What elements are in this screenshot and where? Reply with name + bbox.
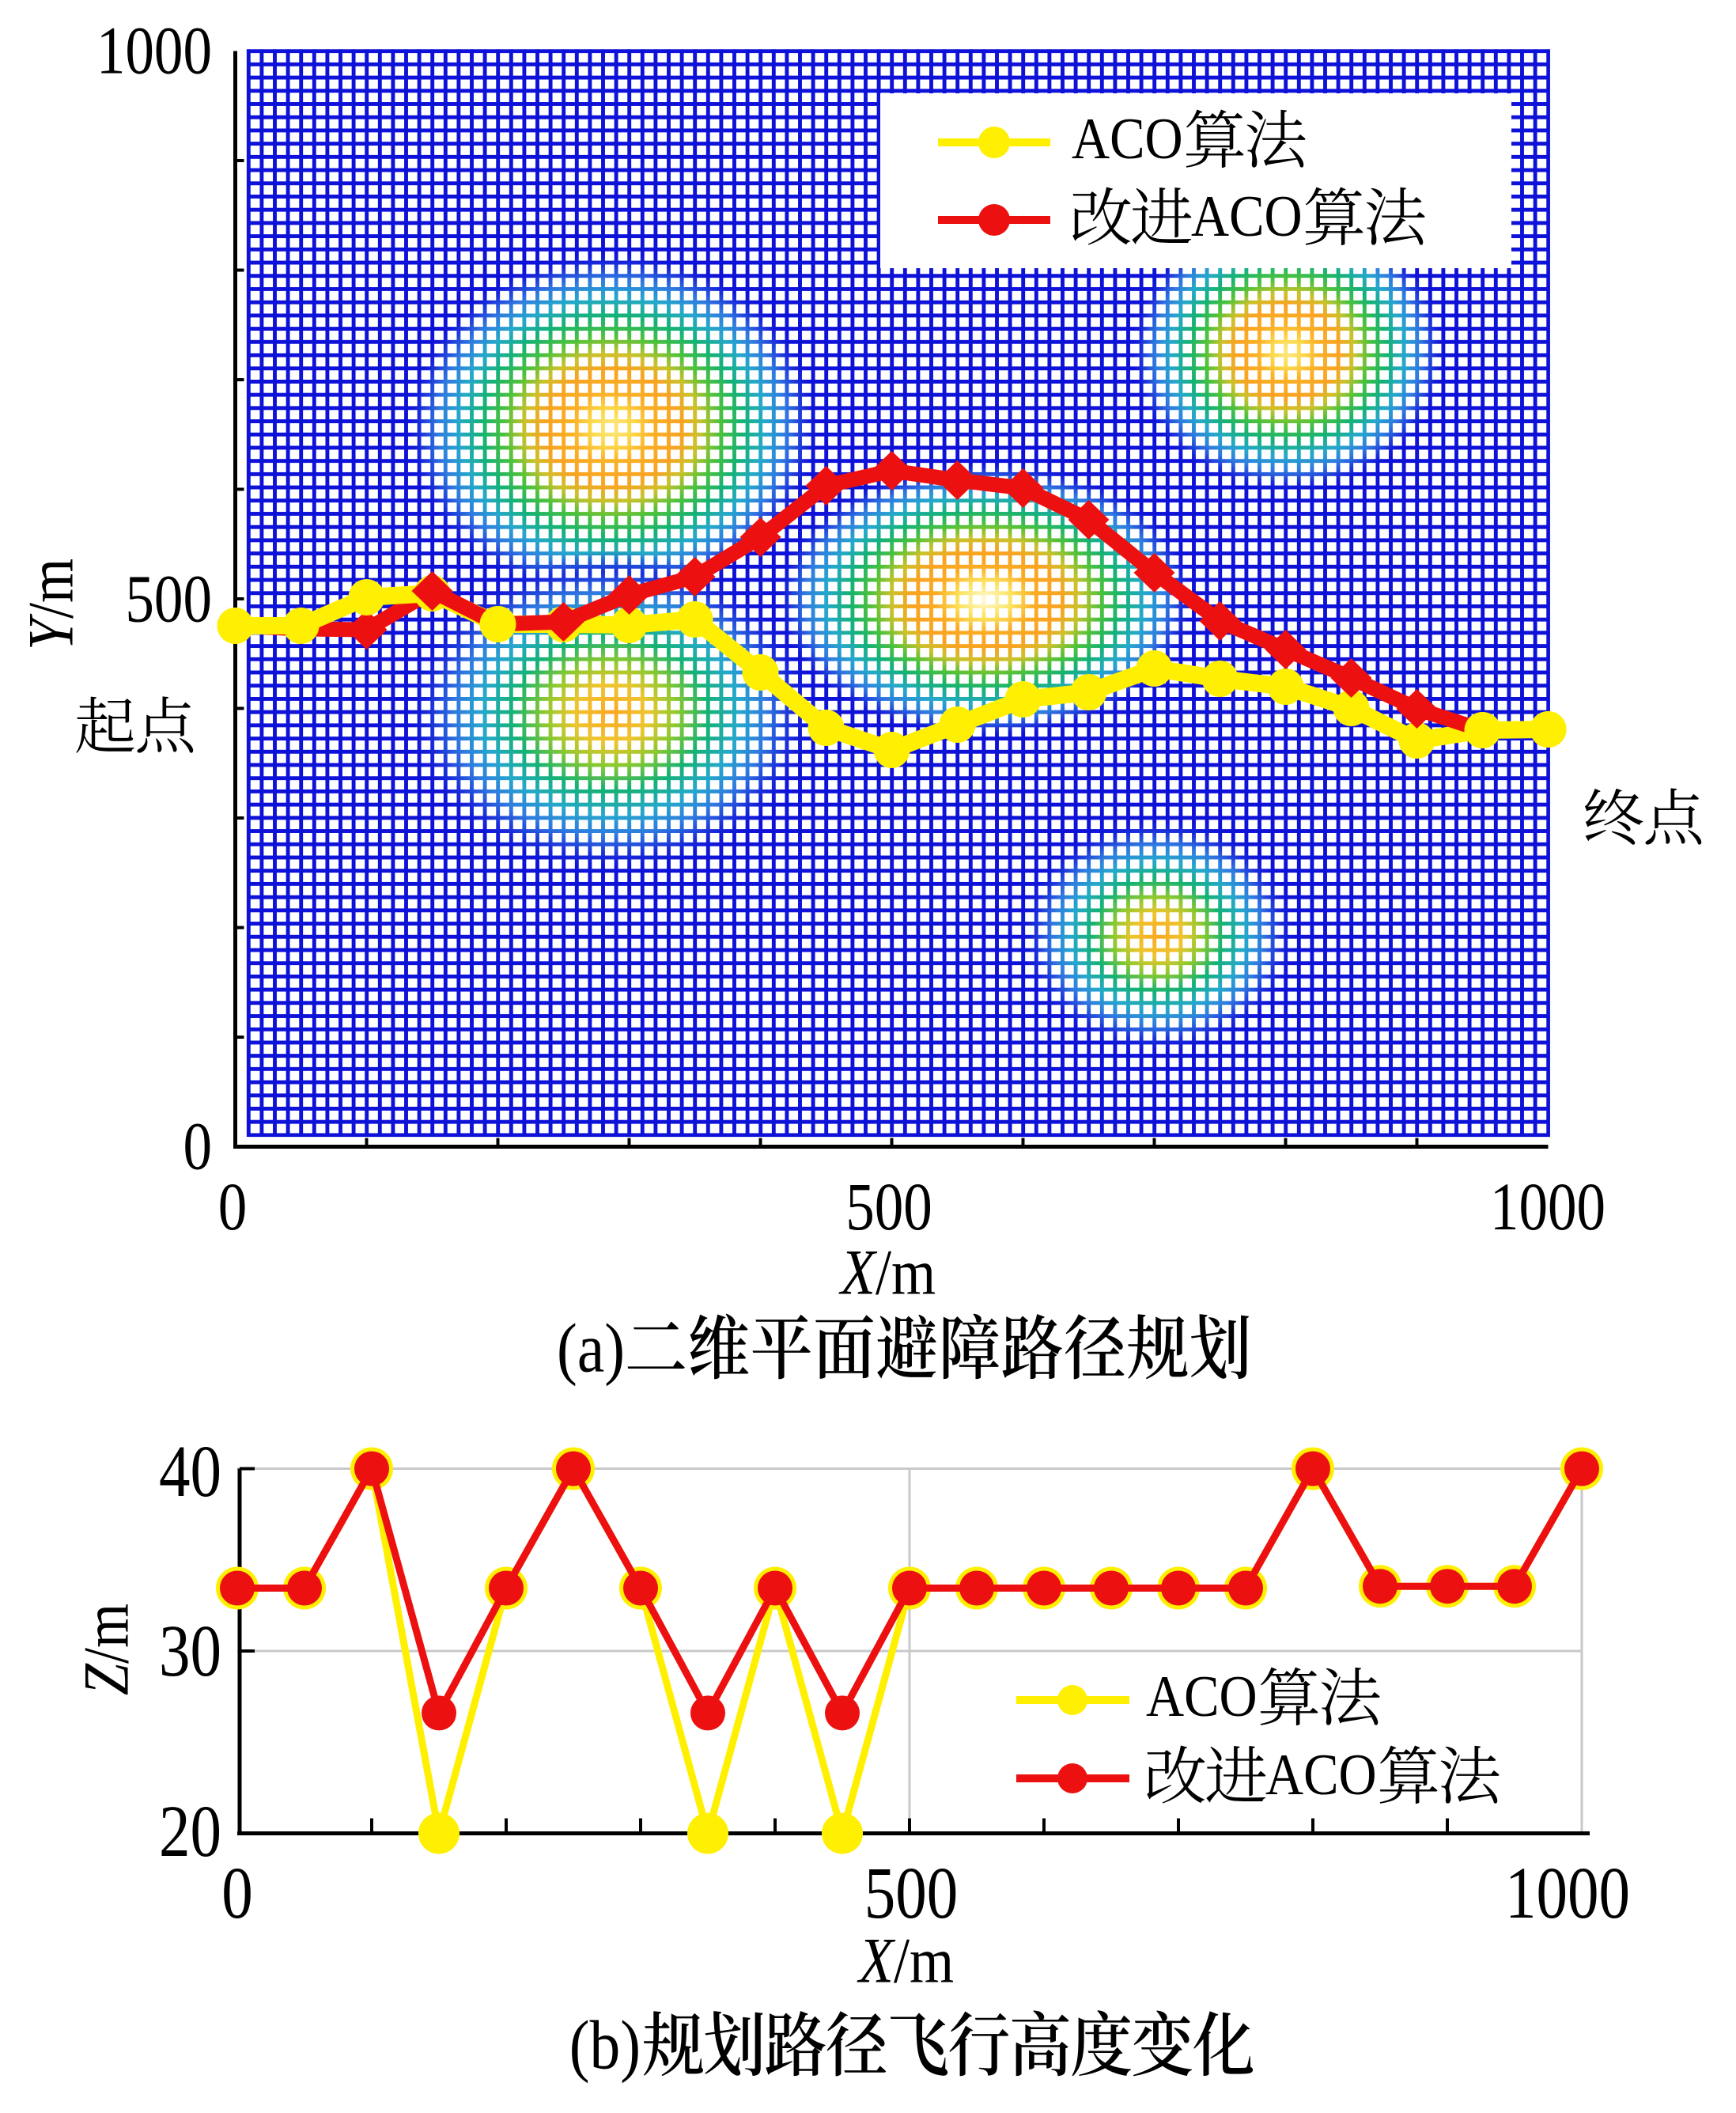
svg-text:X/m: X/m bbox=[838, 1236, 936, 1308]
svg-text:(a): (a) bbox=[557, 1309, 625, 1387]
svg-text:40: 40 bbox=[159, 1430, 221, 1512]
svg-text:500: 500 bbox=[845, 1170, 932, 1245]
svg-text:X/m: X/m bbox=[857, 1924, 954, 1996]
svg-text:0: 0 bbox=[221, 1852, 253, 1933]
svg-text:1000: 1000 bbox=[1490, 1170, 1606, 1245]
svg-text:0: 0 bbox=[218, 1170, 248, 1245]
svg-text:20: 20 bbox=[159, 1790, 221, 1872]
svg-text:1000: 1000 bbox=[1505, 1852, 1630, 1933]
svg-text:ACO: ACO bbox=[1072, 107, 1183, 172]
svg-text:30: 30 bbox=[159, 1610, 221, 1691]
svg-text:ACO: ACO bbox=[1146, 1664, 1258, 1729]
svg-text:ACO: ACO bbox=[1265, 1743, 1377, 1808]
svg-text:Y/m: Y/m bbox=[14, 559, 86, 650]
svg-text:Z/m: Z/m bbox=[70, 1604, 142, 1695]
svg-text:(b): (b) bbox=[569, 2006, 641, 2084]
svg-text:500: 500 bbox=[864, 1852, 959, 1933]
svg-text:ACO: ACO bbox=[1191, 184, 1303, 249]
svg-text:0: 0 bbox=[183, 1109, 212, 1184]
svg-text:500: 500 bbox=[125, 562, 212, 637]
svg-text:1000: 1000 bbox=[96, 13, 212, 89]
